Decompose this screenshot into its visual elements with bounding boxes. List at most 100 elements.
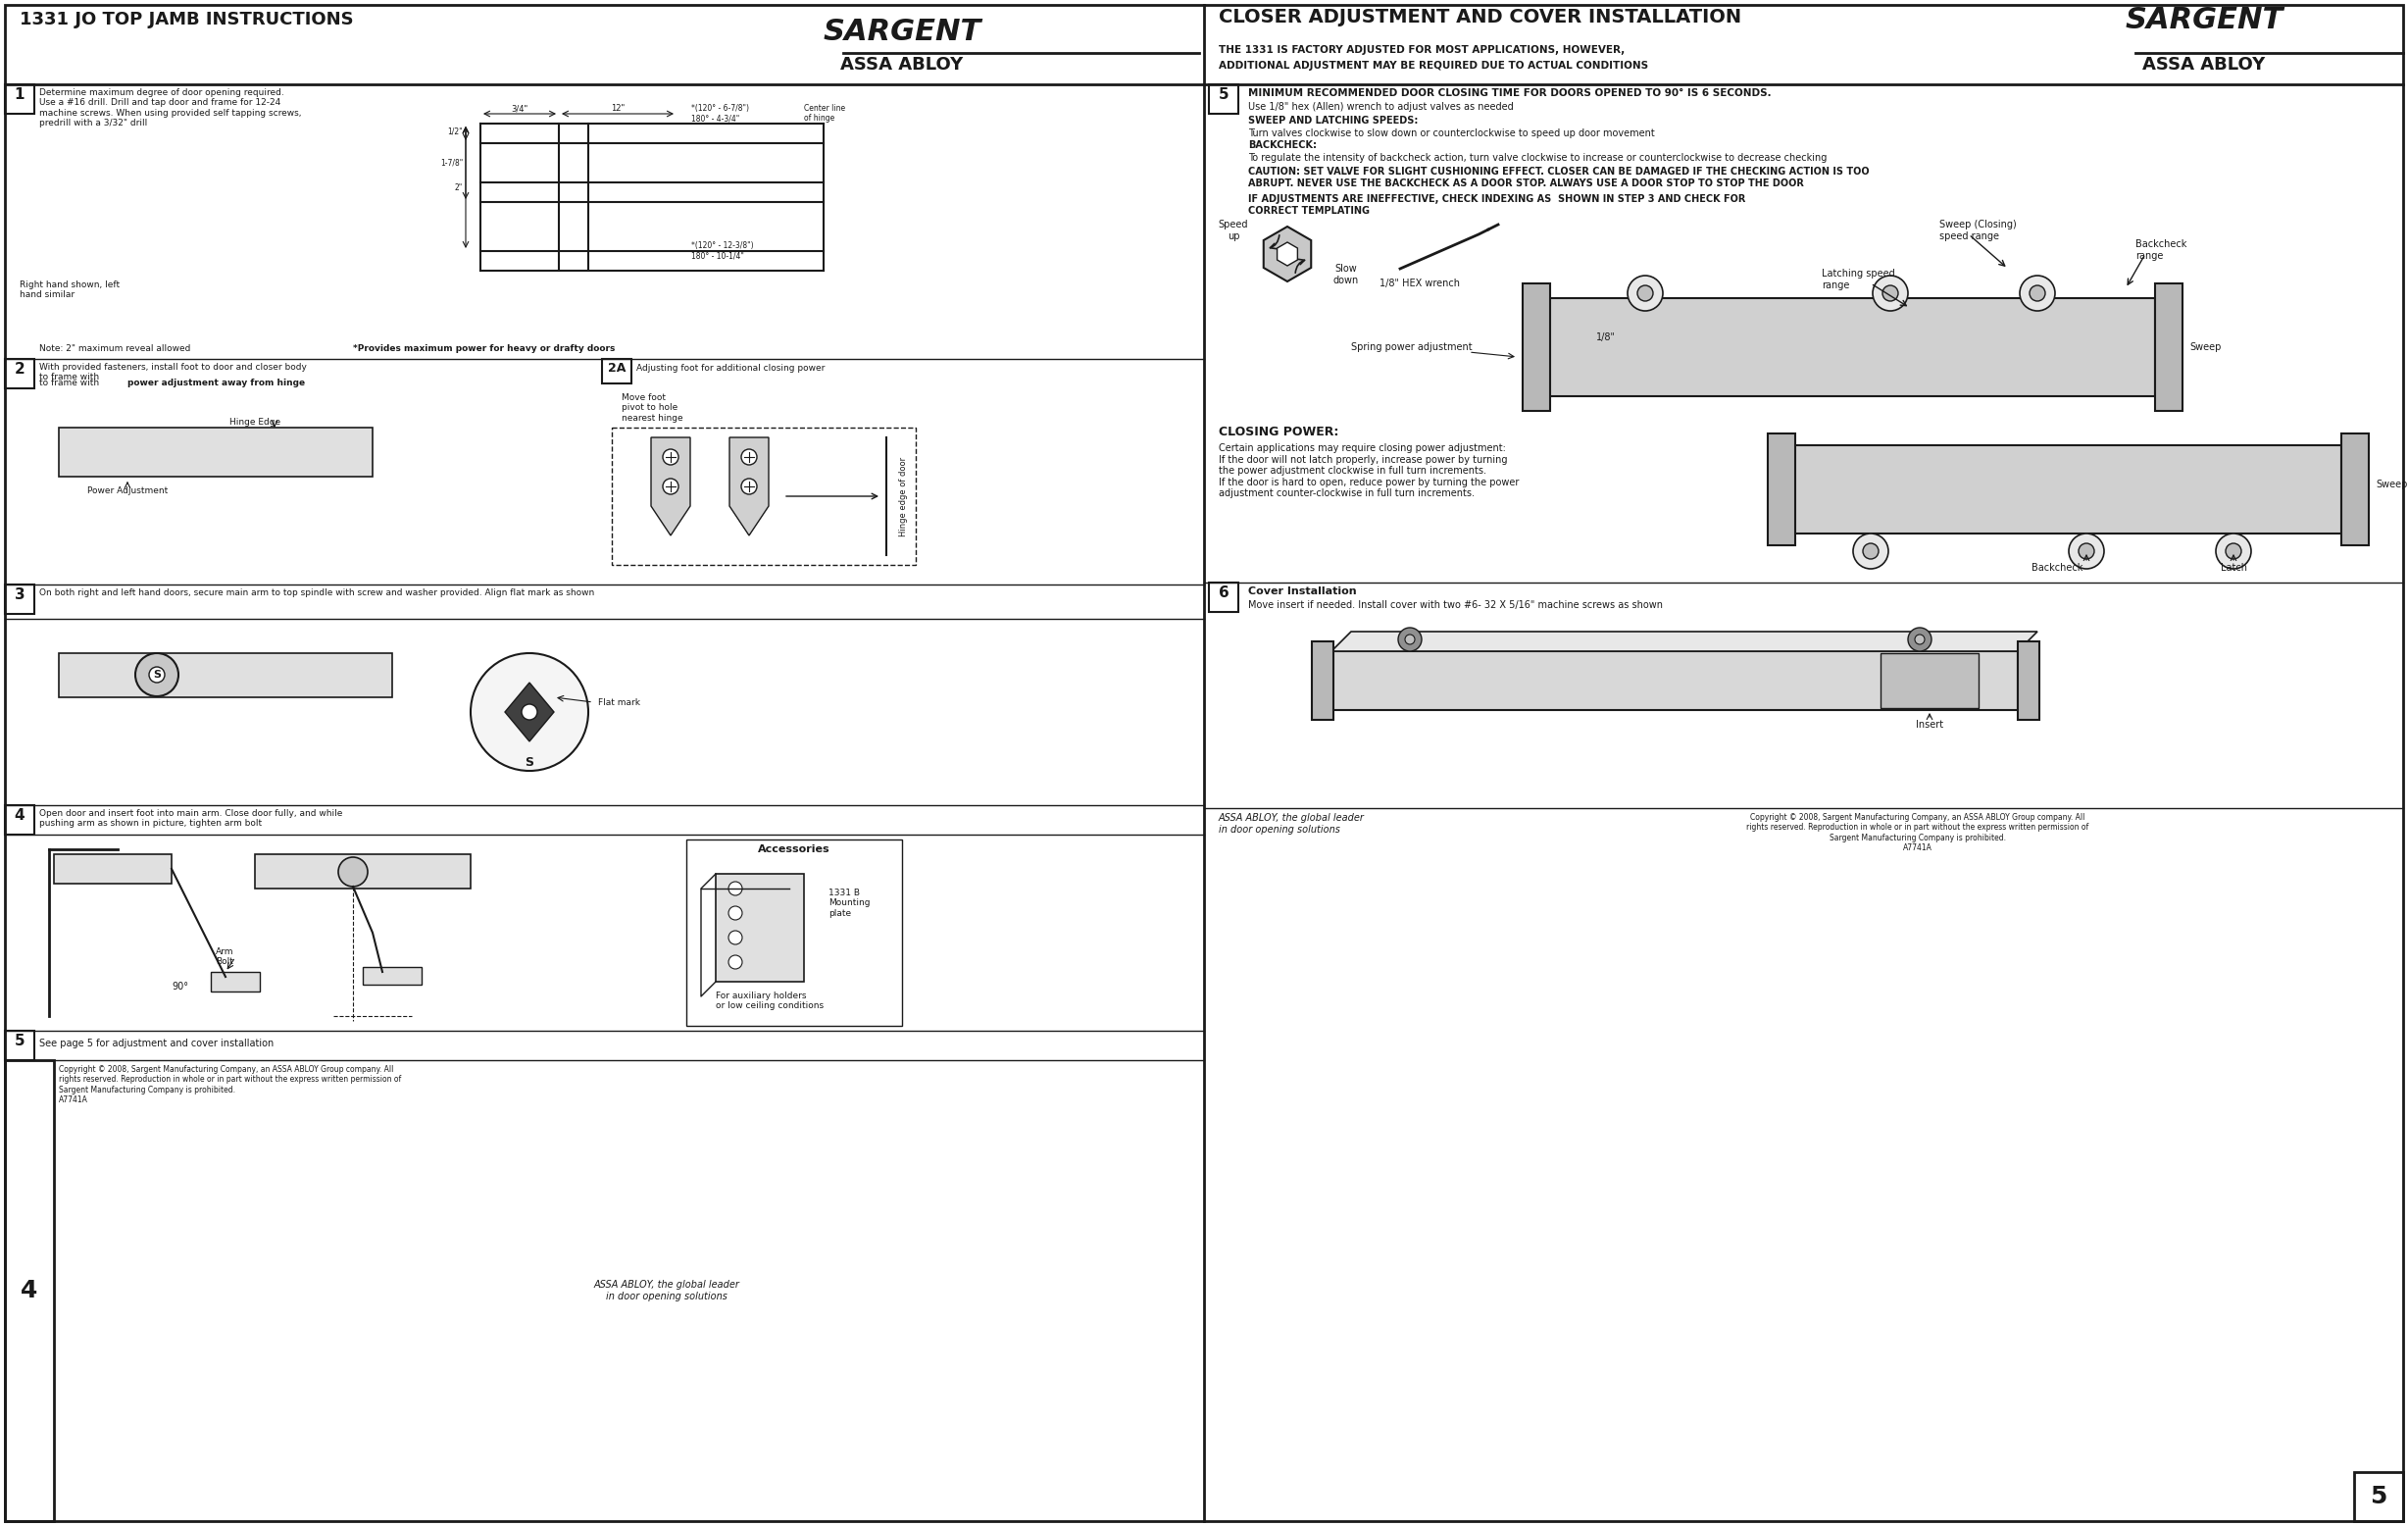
Text: SARGENT: SARGENT xyxy=(824,18,980,46)
Bar xyxy=(686,839,903,1025)
Text: ADDITIONAL ADJUSTMENT MAY BE REQUIRED DUE TO ACTUAL CONDITIONS: ADDITIONAL ADJUSTMENT MAY BE REQUIRED DU… xyxy=(1218,61,1647,70)
Circle shape xyxy=(523,703,537,720)
Text: Copyright © 2008, Sargent Manufacturing Company, an ASSA ABLOY Group company. Al: Copyright © 2008, Sargent Manufacturing … xyxy=(1746,813,2090,853)
Bar xyxy=(1332,652,2018,710)
Text: Certain applications may require closing power adjustment:
If the door will not : Certain applications may require closing… xyxy=(1218,443,1519,499)
Text: power adjustment away from hinge: power adjustment away from hinge xyxy=(128,378,306,388)
Text: 5: 5 xyxy=(2369,1485,2386,1508)
Text: 2A: 2A xyxy=(607,362,626,375)
Circle shape xyxy=(1864,543,1878,559)
Text: 3: 3 xyxy=(14,588,24,603)
Text: S: S xyxy=(525,757,535,769)
Text: S: S xyxy=(154,670,161,679)
Text: Adjusting foot for additional closing power: Adjusting foot for additional closing po… xyxy=(636,363,826,372)
Circle shape xyxy=(2068,534,2105,569)
Circle shape xyxy=(2215,534,2251,569)
Circle shape xyxy=(1854,534,1888,569)
Text: 5: 5 xyxy=(1218,87,1228,102)
Bar xyxy=(1881,653,1979,708)
Text: Turn valves clockwise to slow down or counterclockwise to speed up door movement: Turn valves clockwise to slow down or co… xyxy=(1247,128,1654,139)
Text: Center line
of hinge: Center line of hinge xyxy=(804,104,845,124)
Text: Right hand shown, left
hand similar: Right hand shown, left hand similar xyxy=(19,281,120,299)
Circle shape xyxy=(470,653,588,771)
Text: Insert: Insert xyxy=(1917,720,1943,729)
Bar xyxy=(2355,1473,2403,1521)
Text: Use 1/8" hex (Allen) wrench to adjust valves as needed: Use 1/8" hex (Allen) wrench to adjust va… xyxy=(1247,102,1515,111)
Text: Power Adjustment: Power Adjustment xyxy=(87,487,169,496)
Text: CAUTION: SET VALVE FOR SLIGHT CUSHIONING EFFECT. CLOSER CAN BE DAMAGED IF THE CH: CAUTION: SET VALVE FOR SLIGHT CUSHIONING… xyxy=(1247,166,1869,188)
Bar xyxy=(5,84,34,114)
Text: For auxiliary holders
or low ceiling conditions: For auxiliary holders or low ceiling con… xyxy=(715,992,824,1010)
Text: MINIMUM RECOMMENDED DOOR CLOSING TIME FOR DOORS OPENED TO 90° IS 6 SECONDS.: MINIMUM RECOMMENDED DOOR CLOSING TIME FO… xyxy=(1247,89,1772,98)
Text: Arm
Bolt: Arm Bolt xyxy=(217,948,234,966)
Circle shape xyxy=(1907,627,1931,652)
Polygon shape xyxy=(730,438,768,536)
Circle shape xyxy=(1914,635,1924,644)
Bar xyxy=(2018,641,2040,720)
Text: Slow
down: Slow down xyxy=(1334,264,1358,285)
Circle shape xyxy=(742,479,756,494)
Text: 1: 1 xyxy=(14,87,24,102)
Text: 1-7/8": 1-7/8" xyxy=(441,159,462,168)
Circle shape xyxy=(730,955,742,969)
Text: THE 1331 IS FACTORY ADJUSTED FOR MOST APPLICATIONS, HOWEVER,: THE 1331 IS FACTORY ADJUSTED FOR MOST AP… xyxy=(1218,46,1625,55)
Text: Hinge Edge: Hinge Edge xyxy=(229,418,279,427)
Text: IF ADJUSTMENTS ARE INEFFECTIVE, CHECK INDEXING AS  SHOWN IN STEP 3 AND CHECK FOR: IF ADJUSTMENTS ARE INEFFECTIVE, CHECK IN… xyxy=(1247,194,1746,215)
Bar xyxy=(602,359,631,383)
Text: Open door and insert foot into main arm. Close door fully, and while
pushing arm: Open door and insert foot into main arm.… xyxy=(39,809,342,829)
Text: Latch: Latch xyxy=(2220,563,2247,572)
Bar xyxy=(58,427,373,476)
Text: See page 5 for adjustment and cover installation: See page 5 for adjustment and cover inst… xyxy=(39,1039,275,1048)
Circle shape xyxy=(730,882,742,896)
Text: SWEEP AND LATCHING SPEEDS:: SWEEP AND LATCHING SPEEDS: xyxy=(1247,116,1418,125)
Text: 4: 4 xyxy=(22,1279,39,1302)
Text: Move foot
pivot to hole
nearest hinge: Move foot pivot to hole nearest hinge xyxy=(621,394,684,423)
Text: To regulate the intensity of backcheck action, turn valve clockwise to increase : To regulate the intensity of backcheck a… xyxy=(1247,153,1828,163)
Bar xyxy=(212,972,260,992)
Text: ASSA ABLOY: ASSA ABLOY xyxy=(2143,56,2266,73)
Text: *(120° - 12-3/8")
180° - 10-1/4": *(120° - 12-3/8") 180° - 10-1/4" xyxy=(691,241,754,261)
Bar xyxy=(833,5,1204,84)
Text: ASSA ABLOY, the global leader
in door opening solutions: ASSA ABLOY, the global leader in door op… xyxy=(595,1280,739,1302)
Bar xyxy=(1522,284,1551,410)
Circle shape xyxy=(1637,285,1652,301)
Text: Sweep: Sweep xyxy=(2377,479,2408,490)
Bar xyxy=(612,427,915,565)
Text: BACKCHECK:: BACKCHECK: xyxy=(1247,140,1317,150)
Circle shape xyxy=(2020,276,2054,311)
Circle shape xyxy=(135,653,178,696)
Text: Accessories: Accessories xyxy=(759,844,831,855)
Polygon shape xyxy=(1264,226,1310,281)
Polygon shape xyxy=(1332,632,2037,652)
Text: Copyright © 2008, Sargent Manufacturing Company, an ASSA ABLOY Group company. Al: Copyright © 2008, Sargent Manufacturing … xyxy=(58,1065,402,1105)
Bar xyxy=(2126,5,2408,84)
Bar xyxy=(1312,641,1334,720)
Bar xyxy=(5,359,34,388)
Circle shape xyxy=(1628,276,1664,311)
Text: 1/8" HEX wrench: 1/8" HEX wrench xyxy=(1380,279,1459,288)
Polygon shape xyxy=(1276,243,1298,266)
Text: Spring power adjustment: Spring power adjustment xyxy=(1351,342,1471,353)
Text: Cover Installation: Cover Installation xyxy=(1247,586,1356,597)
Circle shape xyxy=(1404,635,1416,644)
Circle shape xyxy=(149,667,164,682)
Text: CLOSER ADJUSTMENT AND COVER INSTALLATION: CLOSER ADJUSTMENT AND COVER INSTALLATION xyxy=(1218,8,1741,26)
Text: 1331 JO TOP JAMB INSTRUCTIONS: 1331 JO TOP JAMB INSTRUCTIONS xyxy=(19,11,354,29)
Circle shape xyxy=(2225,543,2242,559)
Text: SARGENT: SARGENT xyxy=(2124,6,2283,34)
Text: 3/4": 3/4" xyxy=(510,104,527,113)
Text: *(120° - 6-7/8")
180° - 4-3/4": *(120° - 6-7/8") 180° - 4-3/4" xyxy=(691,104,749,124)
Text: ASSA ABLOY, the global leader
in door opening solutions: ASSA ABLOY, the global leader in door op… xyxy=(1218,813,1365,835)
Bar xyxy=(255,855,470,888)
Circle shape xyxy=(662,479,679,494)
Circle shape xyxy=(337,858,368,887)
Text: 1/8": 1/8" xyxy=(1597,333,1616,342)
Text: 4: 4 xyxy=(14,809,24,823)
Text: to frame with: to frame with xyxy=(39,378,101,388)
Circle shape xyxy=(742,449,756,465)
Circle shape xyxy=(2078,543,2095,559)
Text: 2": 2" xyxy=(455,183,462,192)
Circle shape xyxy=(730,931,742,945)
Bar xyxy=(5,1061,53,1521)
Circle shape xyxy=(2030,285,2044,301)
